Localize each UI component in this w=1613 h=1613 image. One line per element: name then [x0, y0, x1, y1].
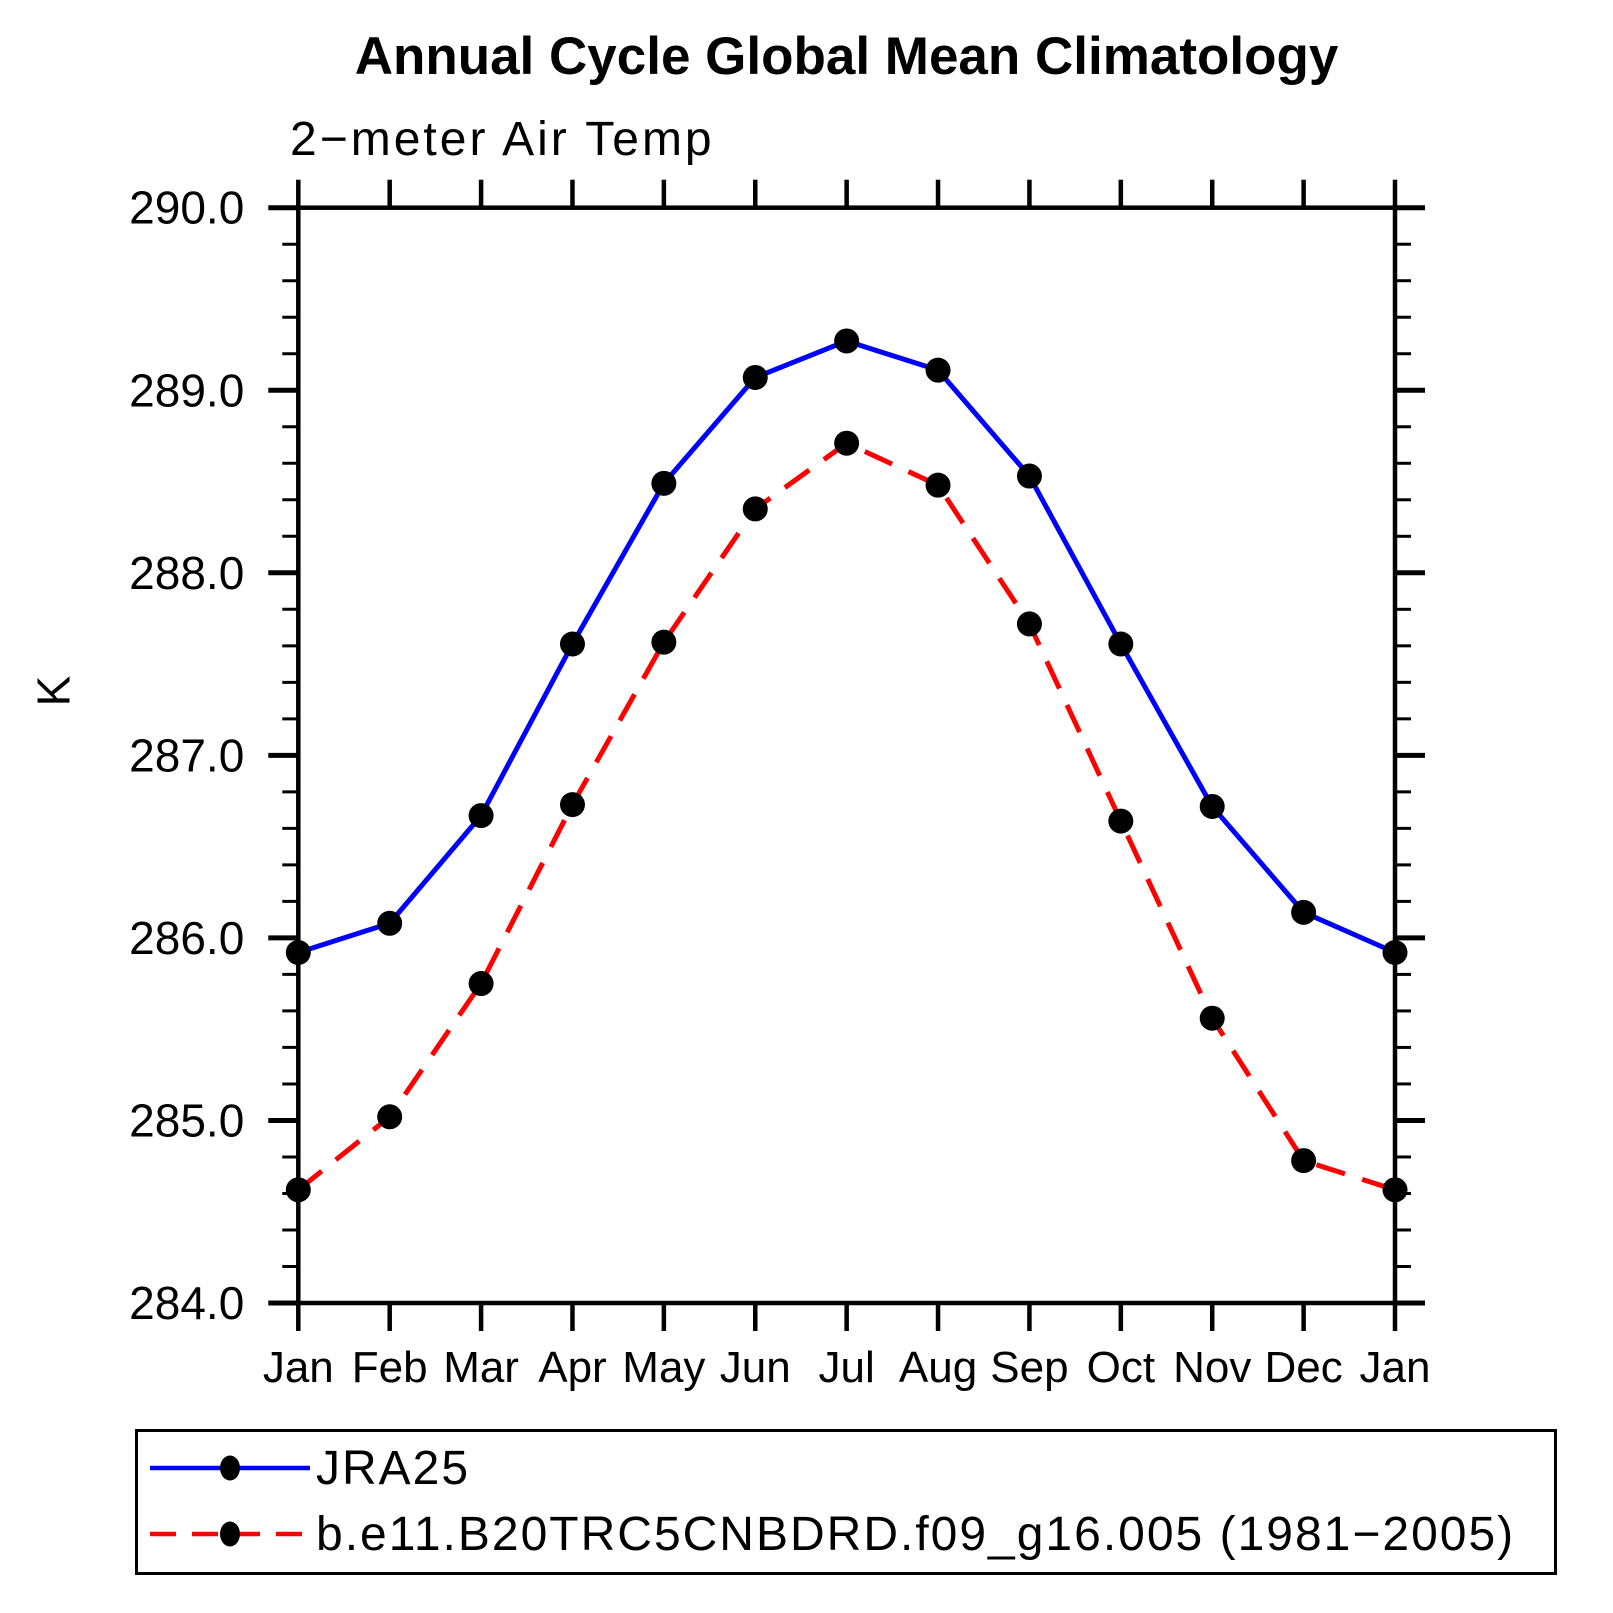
data-point-marker-jra25 — [1108, 631, 1134, 657]
data-point-marker-model — [377, 1104, 403, 1130]
x-tick-label: Oct — [1087, 1343, 1155, 1392]
data-point-marker-jra25 — [834, 328, 860, 354]
data-point-marker-model — [468, 971, 494, 997]
legend-marker-model — [220, 1521, 240, 1547]
legend-label-jra25: JRA25 — [316, 1441, 471, 1495]
data-point-marker-model — [834, 430, 860, 456]
y-tick-label: 287.0 — [129, 729, 244, 781]
data-point-marker-jra25 — [651, 470, 677, 496]
data-point-marker-model — [1382, 1177, 1408, 1203]
data-point-marker-model — [925, 472, 951, 498]
data-point-marker-jra25 — [1291, 899, 1317, 925]
y-tick-label: 290.0 — [129, 182, 244, 234]
data-point-marker-jra25 — [925, 357, 951, 383]
x-tick-label: Jan — [1360, 1343, 1431, 1392]
data-point-marker-model — [742, 496, 768, 522]
legend-label-model: b.e11.B20TRC5CNBDRD.f09_g16.005 (1981−20… — [316, 1507, 1516, 1561]
data-point-marker-jra25 — [1016, 463, 1042, 489]
legend-item-jra25: JRA25 — [146, 1442, 470, 1495]
data-point-marker-jra25 — [1382, 940, 1408, 966]
y-tick-label: 284.0 — [129, 1277, 244, 1329]
x-tick-label: Apr — [538, 1343, 606, 1392]
data-point-marker-model — [1108, 808, 1134, 834]
x-tick-label: Jul — [819, 1343, 875, 1392]
x-tick-label: Sep — [990, 1343, 1068, 1392]
legend-line-sample-model — [150, 1521, 310, 1547]
x-tick-label: May — [622, 1343, 705, 1392]
data-point-marker-jra25 — [1199, 793, 1225, 819]
x-tick-label: Mar — [443, 1343, 519, 1392]
x-tick-label: Dec — [1264, 1343, 1342, 1392]
x-tick-label: Jan — [263, 1343, 334, 1392]
data-point-marker-model — [651, 629, 677, 655]
data-point-marker-jra25 — [559, 631, 585, 657]
legend-item-model: b.e11.B20TRC5CNBDRD.f09_g16.005 (1981−20… — [146, 1508, 1515, 1561]
x-tick-label: Aug — [899, 1343, 977, 1392]
data-point-marker-model — [1016, 611, 1042, 637]
x-tick-label: Feb — [352, 1343, 428, 1392]
legend-line-sample-jra25 — [150, 1455, 310, 1481]
data-point-marker-model — [1199, 1005, 1225, 1031]
chart-title: Annual Cycle Global Mean Climatology — [354, 27, 1339, 86]
legend: JRA25 b.e11.B20TRC5CNBDRD.f09_g16.005 (1… — [135, 1429, 1557, 1575]
y-tick-label: 286.0 — [129, 912, 244, 964]
data-point-marker-model — [1291, 1148, 1317, 1174]
data-point-marker-jra25 — [285, 940, 311, 966]
chart-subtitle: 2−meter Air Temp — [290, 113, 715, 166]
data-point-marker-model — [285, 1177, 311, 1203]
x-tick-label: Nov — [1173, 1343, 1251, 1392]
y-tick-label: 288.0 — [129, 547, 244, 599]
y-tick-label: 285.0 — [129, 1094, 244, 1146]
data-point-marker-jra25 — [468, 803, 494, 829]
data-point-marker-jra25 — [377, 910, 403, 936]
series-line-model — [296, 440, 1396, 1193]
data-point-marker-model — [559, 792, 585, 818]
y-tick-label: 289.0 — [129, 364, 244, 416]
data-point-marker-jra25 — [742, 364, 768, 390]
x-tick-label: Jun — [720, 1343, 791, 1392]
legend-marker-jra25 — [220, 1455, 240, 1481]
plot-frame — [296, 205, 1398, 1306]
